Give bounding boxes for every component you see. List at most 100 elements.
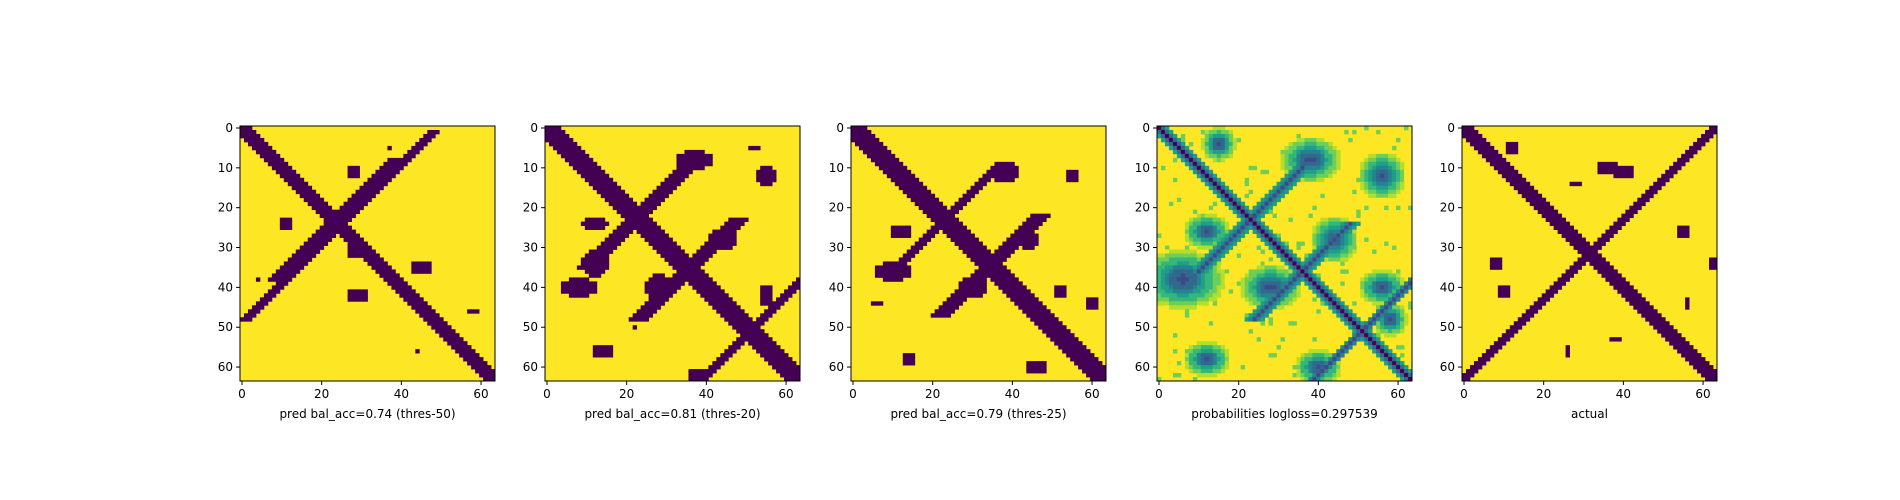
heatmap-cell [1300, 153, 1305, 159]
heatmap-cell [636, 209, 642, 215]
heatmap-cell [351, 249, 356, 254]
heatmap-cell [255, 309, 261, 314]
heatmap-cell [1172, 333, 1178, 338]
heatmap-cell [1533, 201, 1539, 207]
heatmap-cell [323, 209, 329, 215]
heatmap-cell [902, 173, 908, 179]
heatmap-cell [1384, 345, 1389, 350]
heatmap-cell [1380, 341, 1385, 346]
heatmap-cell [395, 165, 400, 171]
heatmap-cell [776, 305, 781, 310]
heatmap-cell [1224, 189, 1230, 195]
heatmap-cell [1673, 329, 1678, 334]
heatmap-cell [572, 149, 578, 155]
heatmap-cell [584, 165, 590, 171]
heatmap-cell [1200, 353, 1206, 358]
heatmap-cell [736, 317, 741, 322]
heatmap-cell [271, 165, 277, 171]
heatmap-cell [950, 213, 955, 219]
heatmap-cell [1252, 225, 1258, 230]
heatmap-cell [1208, 185, 1214, 191]
heatmap-cell [1010, 297, 1015, 302]
heatmap-cell [1613, 221, 1618, 227]
heatmap-cell [1388, 329, 1393, 334]
heatmap-cell [962, 281, 967, 286]
heatmap-cell [1034, 225, 1039, 230]
heatmap-cell [1629, 213, 1634, 219]
heatmap-cell [1228, 189, 1234, 195]
heatmap-cell [1360, 325, 1365, 330]
heatmap-cell [1481, 145, 1487, 151]
heatmap-cell [592, 353, 598, 358]
heatmap-cell [1376, 321, 1381, 326]
heatmap-cell [1090, 301, 1095, 306]
heatmap-cell [1224, 273, 1230, 278]
heatmap-cell [1340, 365, 1345, 370]
heatmap-cell [680, 281, 685, 286]
heatmap-cell [1160, 257, 1166, 262]
heatmap-cell [1577, 241, 1582, 246]
heatmap-cell [315, 237, 321, 242]
heatmap-cell [1316, 257, 1321, 262]
heatmap-cell [251, 129, 257, 135]
heatmap-cell [1208, 273, 1214, 278]
y-tick-label: 40 [523, 280, 538, 294]
heatmap-cell [1157, 129, 1162, 135]
x-tick-label: 60 [1390, 387, 1405, 401]
heatmap-cell [1204, 225, 1210, 230]
heatmap-cell [1573, 261, 1578, 266]
heatmap-cell [1601, 257, 1606, 262]
heatmap-cell [716, 289, 721, 294]
heatmap-cell [1192, 237, 1198, 242]
heatmap-cell [644, 233, 649, 238]
heatmap-cell [664, 233, 669, 238]
heatmap-cell [1324, 225, 1329, 230]
heatmap-cell [1625, 173, 1630, 179]
heatmap-cell [267, 277, 273, 282]
heatmap-cell [1597, 169, 1602, 175]
heatmap-cell [271, 149, 277, 155]
heatmap-cell [874, 149, 880, 155]
heatmap-cell [764, 333, 769, 338]
heatmap-cell [1208, 293, 1214, 298]
heatmap-cell [1665, 329, 1670, 334]
heatmap-cell [1392, 333, 1397, 338]
heatmap-cell [600, 217, 606, 223]
heatmap-cell [1517, 181, 1523, 187]
axes-frame [1156, 125, 1413, 382]
heatmap-cell [1404, 321, 1409, 326]
heatmap-cell [724, 241, 729, 246]
heatmap-cell [1509, 165, 1515, 171]
heatmap-cell [263, 145, 269, 151]
heatmap-cell [692, 253, 697, 258]
heatmap-cell [1356, 221, 1361, 227]
heatmap-cell [958, 221, 963, 227]
heatmap-cell [878, 145, 884, 151]
heatmap-cell [1509, 145, 1515, 151]
heatmap-cell [283, 225, 289, 230]
heatmap-cell [1404, 126, 1409, 131]
heatmap-cell [1380, 301, 1385, 306]
heatmap-cell [343, 213, 348, 219]
heatmap-cell [1396, 205, 1401, 211]
heatmap-cell [898, 177, 904, 183]
heatmap-cell [1336, 369, 1341, 374]
heatmap-cell [1292, 169, 1297, 175]
heatmap-cell [1200, 301, 1206, 306]
heatmap-cell [1332, 165, 1337, 171]
heatmap-cell [1272, 261, 1277, 266]
heatmap-cell [1701, 357, 1706, 362]
heatmap-cell [1034, 365, 1039, 370]
heatmap-cell [1168, 257, 1174, 262]
heatmap-cell [1212, 357, 1218, 362]
heatmap-cell [902, 253, 908, 258]
heatmap-cell [1216, 269, 1222, 274]
heatmap-cell [1074, 345, 1079, 350]
heatmap-cell [688, 373, 693, 378]
heatmap-cell [1188, 141, 1194, 147]
heatmap-cell [447, 325, 452, 330]
heatmap-cell [926, 197, 932, 203]
heatmap-cell [1368, 153, 1373, 159]
heatmap-cell [902, 261, 908, 266]
heatmap-cell [1160, 281, 1166, 286]
